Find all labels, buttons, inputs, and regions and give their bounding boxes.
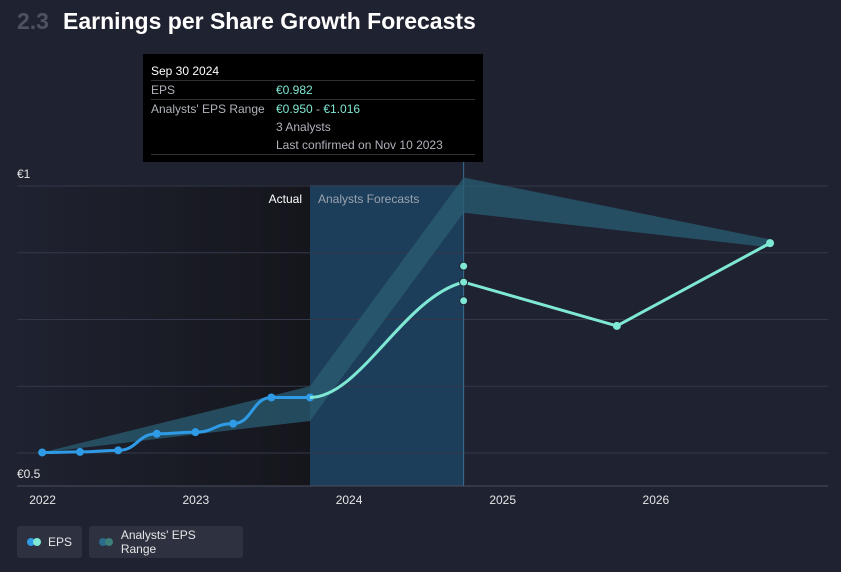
tooltip-eps-label: EPS (151, 83, 176, 97)
tooltip-eps-value: €0.982 (276, 83, 313, 97)
forecast-label: Analysts Forecasts (318, 192, 419, 206)
header: 2.3 Earnings per Share Growth Forecasts (17, 8, 476, 38)
range-legend-icon (99, 538, 113, 546)
tooltip-confirmed: Last confirmed on Nov 10 2023 (276, 138, 443, 152)
tooltip-range-high: €1.016 (323, 102, 361, 116)
tooltip-range-low: €0.950 (276, 102, 313, 116)
x-tick-label: 2026 (643, 493, 670, 507)
eps-actual-line (42, 395, 311, 454)
tooltip-analysts-row: 3 Analysts (151, 118, 475, 136)
x-tick-label: 2022 (29, 493, 56, 507)
chart-tooltip: Sep 30 2024 EPS €0.982 Analysts' EPS Ran… (143, 54, 483, 162)
legend-range-label: Analysts' EPS Range (120, 528, 196, 556)
eps-forecast-point (612, 321, 621, 330)
eps-actual-point (75, 447, 84, 456)
x-tick-label: 2023 (182, 493, 209, 507)
tooltip-range-value: €0.950 - €1.016 (276, 100, 360, 118)
tooltip-eps-row: EPS €0.982 (151, 81, 475, 100)
eps-chart: €0.5 €1 2022 2023 2024 2025 2026 Actual Analysts… (17, 160, 828, 507)
eps-actual-point (191, 428, 200, 437)
x-tick-label: 2025 (489, 493, 516, 507)
eps-actual-point (38, 448, 47, 457)
tooltip-range-sep: - (312, 102, 324, 116)
eps-actual-point (229, 419, 238, 428)
eps-actual-point (114, 446, 123, 455)
actual-region (17, 185, 311, 486)
tooltip-marker (459, 296, 469, 306)
y-tick-label: €1 (17, 167, 31, 181)
section-number: 2.3 (17, 8, 49, 34)
tooltip-marker (459, 261, 469, 271)
actual-label: Actual (269, 192, 302, 206)
tooltip-date: Sep 30 2024 (151, 64, 220, 78)
eps-actual-point (152, 429, 161, 438)
x-tick-label: 2024 (336, 493, 363, 507)
tooltip-range-label: Analysts' EPS Range (151, 102, 265, 116)
tooltip-date-row: Sep 30 2024 (151, 62, 475, 81)
tooltip-marker (459, 277, 469, 287)
eps-legend-icon (27, 538, 41, 546)
tooltip-confirmed-row: Last confirmed on Nov 10 2023 (151, 136, 475, 155)
legend-eps-label: EPS (47, 535, 72, 549)
legend-range-button[interactable]: Analysts' EPS Range (89, 526, 243, 558)
y-tick-label: €0.5 (17, 467, 41, 481)
tooltip-range-row: Analysts' EPS Range €0.950 - €1.016 (151, 100, 475, 118)
eps-forecast-point (766, 239, 775, 248)
eps-actual-point (267, 393, 276, 402)
legend-eps-button[interactable]: EPS (17, 526, 82, 558)
tooltip-analysts: 3 Analysts (276, 120, 331, 134)
page-title: Earnings per Share Growth Forecasts (62, 8, 476, 34)
